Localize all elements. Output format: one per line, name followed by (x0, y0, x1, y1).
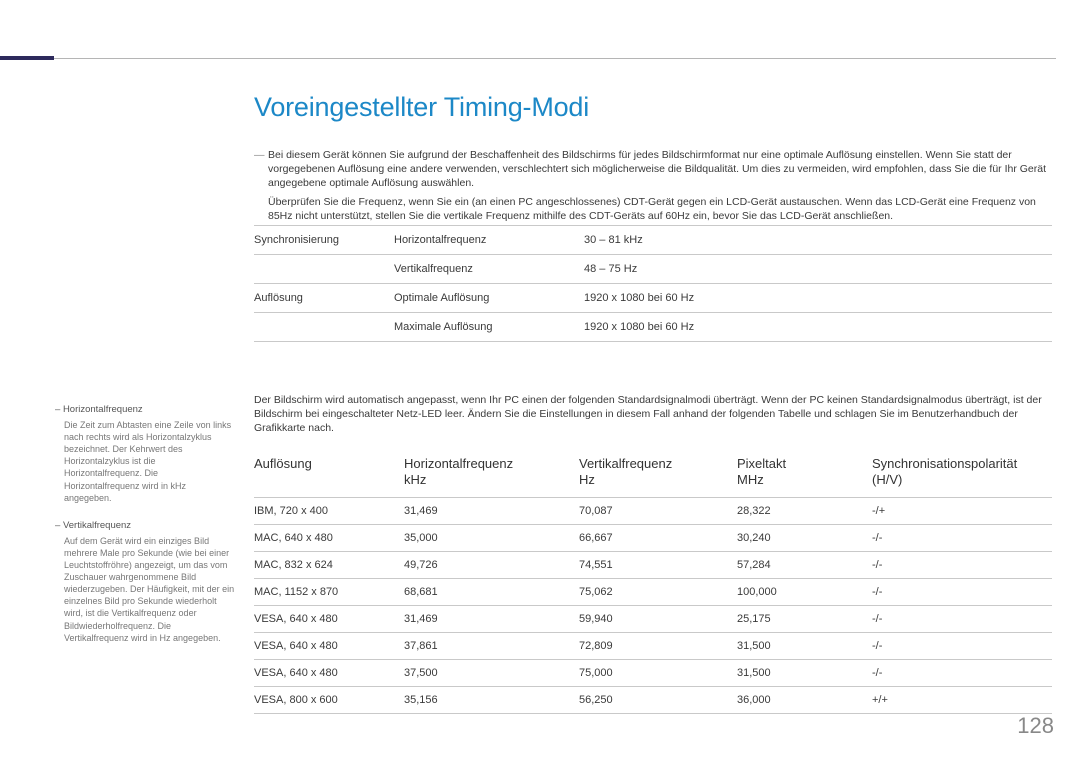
table-row: MAC, 640 x 48035,00066,66730,240-/- (254, 525, 1052, 552)
timing-cell: 49,726 (404, 552, 579, 579)
timing-cell: 30,240 (737, 525, 872, 552)
timing-cell: 66,667 (579, 525, 737, 552)
sidebar-item-title: Horizontalfrequenz (55, 404, 235, 417)
table-row: MAC, 1152 x 87068,68175,062100,000-/- (254, 579, 1052, 606)
page-title: Voreingestellter Timing-Modi (254, 92, 589, 123)
table-row: VESA, 640 x 48037,86172,80931,500-/- (254, 633, 1052, 660)
table-row: AuflösungOptimale Auflösung1920 x 1080 b… (254, 284, 1052, 313)
timing-cell: 25,175 (737, 606, 872, 633)
spec-cell: Vertikalfrequenz (394, 255, 584, 284)
sidebar-item-body: Auf dem Gerät wird ein einziges Bild meh… (64, 535, 235, 644)
intro-block: ―Bei diesem Gerät können Sie aufgrund de… (254, 148, 1052, 227)
spec-cell: Synchronisierung (254, 226, 394, 255)
th-hfreq: HorizontalfrequenzkHz (404, 452, 579, 498)
timing-cell: -/- (872, 633, 1052, 660)
timing-cell: -/- (872, 579, 1052, 606)
timing-cell: 31,469 (404, 606, 579, 633)
timing-cell: 100,000 (737, 579, 872, 606)
timing-cell: VESA, 640 x 480 (254, 660, 404, 687)
timing-cell: 74,551 (579, 552, 737, 579)
spec-cell: Optimale Auflösung (394, 284, 584, 313)
table-row: IBM, 720 x 40031,46970,08728,322-/+ (254, 498, 1052, 525)
timing-cell: 68,681 (404, 579, 579, 606)
timing-cell: MAC, 1152 x 870 (254, 579, 404, 606)
timing-cell: 72,809 (579, 633, 737, 660)
spec-cell (254, 313, 394, 342)
table-row: VESA, 640 x 48037,50075,00031,500-/- (254, 660, 1052, 687)
timing-cell: -/- (872, 606, 1052, 633)
timing-cell: 57,284 (737, 552, 872, 579)
intro-p1: Bei diesem Gerät können Sie aufgrund der… (268, 149, 1046, 189)
th-polarity: Synchronisationspolarität(H/V) (872, 452, 1052, 498)
timing-cell: 31,469 (404, 498, 579, 525)
timing-cell: 37,861 (404, 633, 579, 660)
timing-cell: 75,062 (579, 579, 737, 606)
table-row: VESA, 640 x 48031,46959,94025,175-/- (254, 606, 1052, 633)
accent-bar (0, 56, 54, 60)
sidebar-item: Horizontalfrequenz Die Zeit zum Abtasten … (55, 404, 235, 504)
timing-cell: VESA, 640 x 480 (254, 606, 404, 633)
spec-table: SynchronisierungHorizontalfrequenz30 – 8… (254, 225, 1052, 342)
timing-cell: 31,500 (737, 633, 872, 660)
timing-cell: 36,000 (737, 687, 872, 714)
sidebar-item-body: Die Zeit zum Abtasten eine Zeile von lin… (64, 419, 235, 504)
timing-cell: VESA, 640 x 480 (254, 633, 404, 660)
spec-cell (254, 255, 394, 284)
table-row: VESA, 800 x 60035,15656,25036,000+/+ (254, 687, 1052, 714)
table-row: MAC, 832 x 62449,72674,55157,284-/- (254, 552, 1052, 579)
timing-cell: 31,500 (737, 660, 872, 687)
intro-p2: Überprüfen Sie die Frequenz, wenn Sie ei… (268, 196, 1036, 222)
timing-cell: 75,000 (579, 660, 737, 687)
top-rule (54, 58, 1056, 59)
spec-cell: 30 – 81 kHz (584, 226, 1052, 255)
spec-cell: Auflösung (254, 284, 394, 313)
table-row: Maximale Auflösung1920 x 1080 bei 60 Hz (254, 313, 1052, 342)
spec-cell: Maximale Auflösung (394, 313, 584, 342)
timing-cell: +/+ (872, 687, 1052, 714)
timing-cell: -/- (872, 660, 1052, 687)
timing-table: Auflösung HorizontalfrequenzkHz Vertikal… (254, 452, 1052, 714)
timing-cell: 70,087 (579, 498, 737, 525)
timing-cell: MAC, 832 x 624 (254, 552, 404, 579)
page-number: 128 (1017, 713, 1054, 739)
timing-cell: 28,322 (737, 498, 872, 525)
th-resolution: Auflösung (254, 452, 404, 498)
spec-cell: Horizontalfrequenz (394, 226, 584, 255)
timing-cell: 56,250 (579, 687, 737, 714)
spec-cell: 1920 x 1080 bei 60 Hz (584, 313, 1052, 342)
timing-cell: -/+ (872, 498, 1052, 525)
sidebar-item: Vertikalfrequenz Auf dem Gerät wird ein e… (55, 520, 235, 644)
sidebar-notes: Horizontalfrequenz Die Zeit zum Abtasten … (55, 404, 235, 660)
timing-cell: VESA, 800 x 600 (254, 687, 404, 714)
spec-cell: 1920 x 1080 bei 60 Hz (584, 284, 1052, 313)
timing-cell: 35,156 (404, 687, 579, 714)
th-pixclock: PixeltaktMHz (737, 452, 872, 498)
timing-cell: -/- (872, 552, 1052, 579)
timing-cell: 35,000 (404, 525, 579, 552)
timing-cell: MAC, 640 x 480 (254, 525, 404, 552)
timing-cell: IBM, 720 x 400 (254, 498, 404, 525)
timing-cell: 59,940 (579, 606, 737, 633)
timing-cell: -/- (872, 525, 1052, 552)
table-row: SynchronisierungHorizontalfrequenz30 – 8… (254, 226, 1052, 255)
mid-text: Der Bildschirm wird automatisch angepass… (254, 393, 1052, 436)
timing-cell: 37,500 (404, 660, 579, 687)
table-row: Vertikalfrequenz48 – 75 Hz (254, 255, 1052, 284)
sidebar-item-title: Vertikalfrequenz (55, 520, 235, 533)
th-vfreq: VertikalfrequenzHz (579, 452, 737, 498)
spec-cell: 48 – 75 Hz (584, 255, 1052, 284)
